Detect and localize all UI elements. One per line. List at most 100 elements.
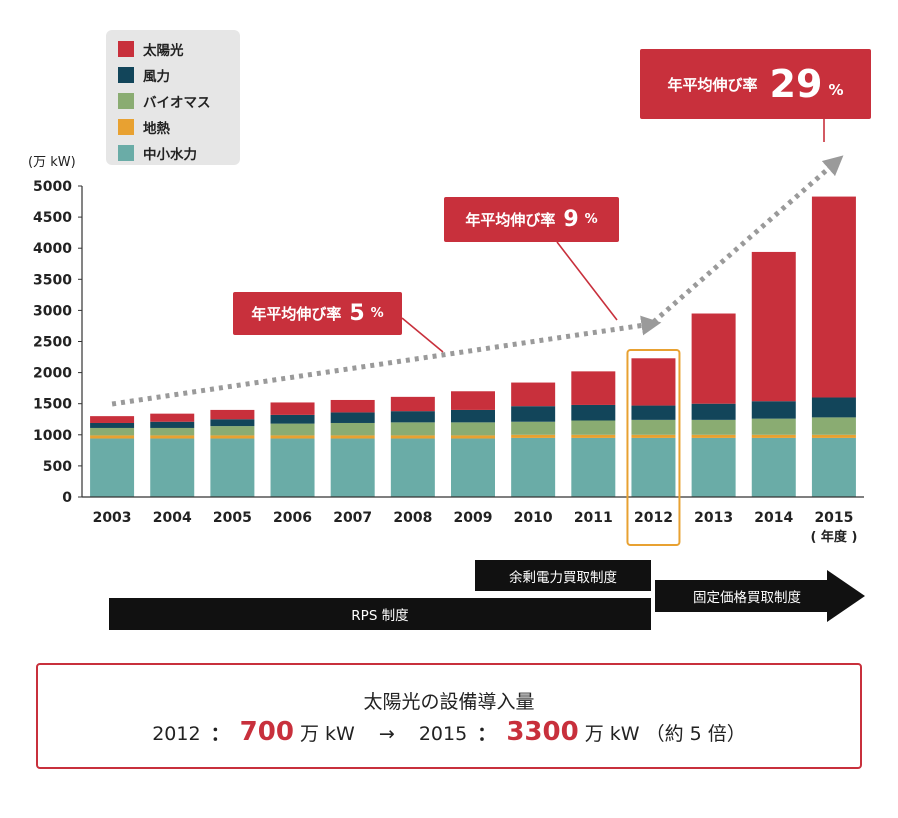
bar-2012-series-2 [631,419,676,435]
x-unit-label: ( 年度 ) [810,529,857,545]
bar-2011-series-0 [571,437,616,497]
bar-2007-series-1 [330,435,375,439]
bar-2008-series-0 [390,438,435,497]
trend-arrow-2003-2012 [111,315,662,407]
bar-2009-series-4 [451,391,495,410]
bar-2012-series-4 [631,358,676,406]
summary-box: 太陽光の設備導入量 2012 ： 700 万 kW → 2015 ： 3300 … [36,663,862,769]
bar-2014-series-0 [751,437,796,497]
legend-item-wind: 風力 [118,66,170,85]
bar-2004-series-2 [150,427,195,436]
summary-title: 太陽光の設備導入量 [363,691,535,713]
growth-callout-29-unit: % [828,81,844,99]
y-tick-label-1500: 1500 [33,397,72,413]
bar-2006-series-4 [270,402,315,415]
legend-item-solar: 太陽光 [118,40,184,59]
x-tick-label-2012: 2012 [634,510,673,526]
bar-2005-series-2 [210,426,255,436]
growth-callout-29-value: 29 [769,62,823,106]
x-tick-label-2008: 2008 [393,510,432,526]
y-unit-label: (万 kW) [28,155,76,170]
highlight-2012-box [626,349,681,546]
policy-fit-label: 固定価格買取制度 [693,590,801,606]
bar-2010-series-3 [511,406,556,422]
bar-2012-series-3 [631,405,676,420]
bar-2010-series-2 [511,421,556,435]
policy-fit-arrow-icon [655,570,865,622]
growth-callout-9-value: 9 [563,207,579,232]
bar-2008-series-1 [390,435,435,439]
bar-2003-series-2 [90,427,135,436]
bar-2013-series-2 [691,419,736,435]
bar-2009-series-2 [451,422,495,436]
bar-2004-series-4 [150,413,195,422]
bar-2007-series-4 [330,399,375,413]
bar-2003-series-4 [90,416,135,423]
x-tick-label-2004: 2004 [153,510,192,526]
bar-2012-series-0 [631,437,676,497]
bar-2008-series-2 [390,422,435,436]
bar-2013-series-1 [691,434,736,438]
x-tick-label-2014: 2014 [754,510,793,526]
bar-2009-series-0 [451,438,495,497]
legend-swatch-small-hydro [118,145,134,161]
bar-2009-series-3 [451,409,495,423]
legend-swatch-biomass [118,93,134,109]
x-tick-label-2011: 2011 [574,510,613,526]
growth-callout-5-label: 年平均伸び率 [251,305,342,323]
bar-2014-series-1 [751,434,796,438]
bar-2015-series-0 [811,437,856,497]
x-tick-label-2009: 2009 [454,510,493,526]
x-tick-label-2010: 2010 [514,510,553,526]
bar-2015-series-4 [811,196,856,398]
legend-swatch-solar [118,41,134,57]
x-tick-label-2007: 2007 [333,510,372,526]
summary-note: （約 5 倍） [645,723,746,745]
y-tick-label-4500: 4500 [33,210,72,226]
bar-2005-series-4 [210,409,255,420]
legend-item-geothermal: 地熱 [118,118,170,137]
legend-swatch-geothermal [118,119,134,135]
growth-callout-9-label: 年平均伸び率 [465,211,556,229]
bar-2009-series-1 [451,435,495,439]
bar-2014-series-4 [751,251,796,402]
x-tick-label-2013: 2013 [694,510,733,526]
legend-label-solar: 太陽光 [143,43,184,59]
y-tick-label-500: 500 [43,459,72,475]
bar-2011-series-3 [571,404,616,421]
bar-2005-series-0 [210,438,255,497]
summary-year-a: 2012 [152,723,201,745]
bar-2005-series-3 [210,419,255,427]
policy-surplus-purchase: 余剰電力買取制度 [475,560,651,591]
bar-2010-series-0 [511,437,556,497]
bar-2012-series-1 [631,434,676,438]
callout-9-leader [556,241,618,321]
x-tick-label-2003: 2003 [93,510,132,526]
summary-line: 2012 ： 700 万 kW → 2015 ： 3300 万 kW （約 5 … [38,717,860,747]
legend-swatch-wind [118,67,134,83]
bar-2004-series-0 [150,438,195,497]
bar-2006-series-1 [270,435,315,439]
bar-2010-series-4 [511,382,556,407]
trend-arrow-2012-2015 [651,155,844,324]
bar-2006-series-3 [270,414,315,424]
growth-callout-29-label: 年平均伸び率 [667,75,758,94]
bar-2006-series-0 [270,438,315,497]
legend: 太陽光 風力 バイオマス 地熱 中小水力 [106,30,240,165]
summary-value-a: 700 [239,717,294,747]
summary-value-b: 3300 [506,717,579,747]
bar-2003-series-1 [90,435,135,439]
growth-callout-9: 年平均伸び率 9 % [444,197,619,242]
bar-2003-series-0 [90,438,135,497]
x-tick-label-2015: 2015 [814,510,853,526]
legend-item-biomass: バイオマス [118,92,211,111]
summary-year-b: 2015 [418,723,468,745]
bar-2003-series-3 [90,422,135,428]
callout-5-leader [401,317,444,353]
legend-label-biomass: バイオマス [143,95,211,111]
bar-2013-series-0 [691,437,736,497]
bar-2015-series-2 [811,417,856,435]
summary-colon-b: ： [477,723,497,745]
legend-label-small-hydro: 中小水力 [143,147,197,163]
